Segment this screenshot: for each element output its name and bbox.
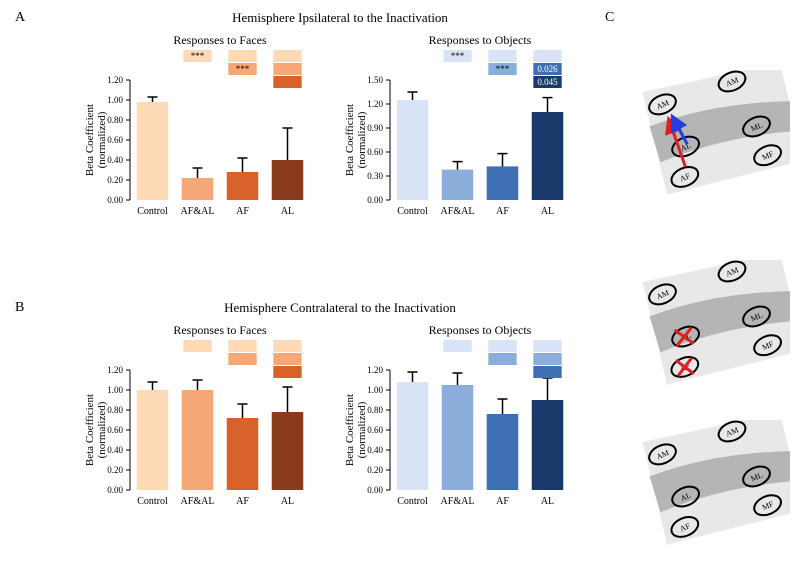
svg-text:***: *** — [496, 64, 510, 74]
chart-a-objects: Responses to Objects 0.00 0.30 0.60 0.90 1.20… — [345, 30, 575, 230]
svg-text:0.80: 0.80 — [107, 115, 123, 125]
svg-text:0.026: 0.026 — [537, 64, 558, 74]
svg-text:0.90: 0.90 — [367, 123, 383, 133]
svg-text:0.00: 0.00 — [107, 485, 123, 495]
brain-diagram-2: AMAMALMLAFMF — [610, 260, 790, 405]
svg-text:0.60: 0.60 — [107, 135, 123, 145]
svg-text:0.00: 0.00 — [107, 195, 123, 205]
svg-text:AF&AL: AF&AL — [441, 206, 475, 217]
brain-diagram-3: AMAMALMLAFMF — [610, 420, 790, 565]
svg-text:0.045: 0.045 — [537, 77, 558, 87]
svg-text:1.20: 1.20 — [367, 99, 383, 109]
chart-b-objects: Responses to Objects 0.00 0.20 0.40 0.60 0.80… — [345, 320, 575, 520]
svg-text:0.20: 0.20 — [107, 175, 123, 185]
svg-text:AF: AF — [496, 206, 509, 217]
svg-text:Control: Control — [397, 206, 428, 217]
section-title-a: Hemisphere Ipsilateral to the Inactivati… — [150, 10, 530, 26]
svg-text:0.60: 0.60 — [107, 425, 123, 435]
svg-text:0.60: 0.60 — [367, 425, 383, 435]
svg-text:1.20: 1.20 — [107, 365, 123, 375]
svg-text:0.20: 0.20 — [367, 465, 383, 475]
svg-text:0.00: 0.00 — [367, 195, 383, 205]
svg-text:1.00: 1.00 — [107, 95, 123, 105]
svg-text:AL: AL — [281, 206, 294, 217]
svg-text:AF&AL: AF&AL — [441, 496, 475, 507]
svg-text:Responses to Faces: Responses to Faces — [173, 323, 267, 337]
svg-text:AL: AL — [541, 206, 554, 217]
svg-text:Control: Control — [137, 496, 168, 507]
svg-text:0.20: 0.20 — [107, 465, 123, 475]
svg-text:1.00: 1.00 — [367, 385, 383, 395]
panel-label-c: C — [605, 10, 614, 26]
svg-text:AF: AF — [236, 496, 249, 507]
svg-text:1.00: 1.00 — [107, 385, 123, 395]
panel-label-a: A — [15, 10, 25, 26]
svg-text:0.00: 0.00 — [367, 485, 383, 495]
svg-text:AL: AL — [541, 496, 554, 507]
svg-text:AF&AL: AF&AL — [181, 206, 215, 217]
svg-text:Beta Coefficient(normalized): Beta Coefficient(normalized) — [85, 104, 108, 176]
svg-text:1.20: 1.20 — [367, 365, 383, 375]
svg-text:***: *** — [191, 51, 205, 61]
panel-label-b: B — [15, 300, 24, 316]
svg-text:1.20: 1.20 — [107, 75, 123, 85]
svg-text:0.80: 0.80 — [367, 405, 383, 415]
svg-text:AL: AL — [281, 496, 294, 507]
svg-text:AF&AL: AF&AL — [181, 496, 215, 507]
svg-text:Beta Coefficient(normalized): Beta Coefficient(normalized) — [85, 394, 108, 466]
svg-text:AF: AF — [236, 206, 249, 217]
svg-text:***: *** — [236, 64, 250, 74]
svg-text:1.50: 1.50 — [367, 75, 383, 85]
svg-text:Beta Coefficient(normalized): Beta Coefficient(normalized) — [345, 394, 368, 466]
chart-a-faces: Responses to Faces 0.00 0.20 0.40 0.60 0.80 1.… — [85, 30, 315, 230]
svg-text:0.60: 0.60 — [367, 147, 383, 157]
chart-b-faces: Responses to Faces 0.00 0.20 0.40 0.60 0.80 1.… — [85, 320, 315, 520]
svg-text:Responses to Faces: Responses to Faces — [173, 33, 267, 47]
svg-text:0.40: 0.40 — [367, 445, 383, 455]
svg-text:Responses to Objects: Responses to Objects — [429, 323, 532, 337]
svg-text:0.80: 0.80 — [107, 405, 123, 415]
svg-text:Control: Control — [397, 496, 428, 507]
svg-text:Responses to Objects: Responses to Objects — [429, 33, 532, 47]
brain-diagram-1: AMAMALMLAFMF — [610, 70, 790, 215]
svg-text:AF: AF — [496, 496, 509, 507]
section-title-b: Hemisphere Contralateral to the Inactiva… — [150, 300, 530, 316]
svg-text:Beta Coefficient(normalized): Beta Coefficient(normalized) — [345, 104, 368, 176]
svg-text:Control: Control — [137, 206, 168, 217]
svg-text:0.40: 0.40 — [107, 155, 123, 165]
svg-text:***: *** — [451, 51, 465, 61]
svg-text:0.30: 0.30 — [367, 171, 383, 181]
svg-text:0.40: 0.40 — [107, 445, 123, 455]
